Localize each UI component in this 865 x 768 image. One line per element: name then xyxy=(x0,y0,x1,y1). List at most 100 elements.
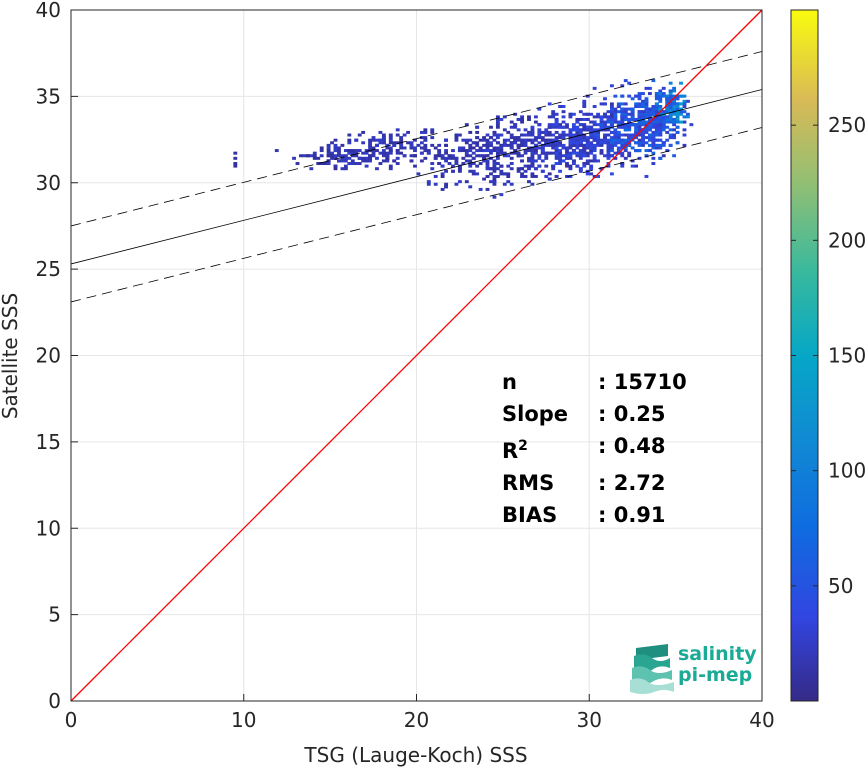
density-cell xyxy=(523,138,528,142)
density-cell xyxy=(571,162,576,166)
density-cell xyxy=(565,174,569,178)
density-cell xyxy=(506,180,511,184)
density-cell xyxy=(444,149,448,153)
density-cell xyxy=(675,102,680,106)
density-cell xyxy=(630,97,635,101)
density-cell xyxy=(585,117,590,121)
density-cell xyxy=(454,136,459,140)
x-tick-label: 40 xyxy=(749,708,774,732)
density-cell xyxy=(558,141,563,145)
density-cell xyxy=(464,154,469,158)
density-cell xyxy=(679,94,683,98)
density-cell xyxy=(647,136,652,140)
density-cell xyxy=(326,146,331,150)
density-cell xyxy=(533,115,538,119)
density-cell xyxy=(502,143,507,147)
density-cell xyxy=(609,130,614,134)
density-cell xyxy=(620,115,625,119)
density-cell xyxy=(606,143,611,147)
density-cell xyxy=(616,130,621,134)
density-cell xyxy=(378,151,383,155)
density-cell xyxy=(589,146,594,150)
density-cell xyxy=(668,110,673,114)
density-cell xyxy=(368,143,372,147)
density-cell xyxy=(440,154,445,158)
density-cell xyxy=(551,143,556,147)
density-cell xyxy=(592,130,597,134)
density-cell xyxy=(492,159,497,163)
density-cell xyxy=(679,107,683,111)
density-cell xyxy=(609,107,614,111)
density-cell xyxy=(551,125,556,129)
density-cell xyxy=(385,146,390,150)
density-cell xyxy=(537,123,542,127)
density-cell xyxy=(627,151,632,155)
density-cell xyxy=(378,162,383,166)
density-cell xyxy=(685,115,690,119)
upper-bound-line xyxy=(70,51,763,227)
density-cell xyxy=(554,143,559,147)
y-tick-label: 5 xyxy=(48,603,61,627)
density-cell xyxy=(592,143,597,147)
density-cell xyxy=(627,81,632,85)
density-cell xyxy=(654,123,659,127)
density-cell xyxy=(537,141,542,145)
density-cell xyxy=(651,110,656,114)
density-cell xyxy=(343,159,348,163)
density-cell xyxy=(330,151,334,155)
density-cell xyxy=(620,164,625,168)
density-cell xyxy=(620,117,625,121)
density-cell xyxy=(444,182,448,186)
density-cell xyxy=(644,99,649,103)
density-cell xyxy=(537,164,542,168)
density-cell xyxy=(423,130,428,134)
density-cell xyxy=(437,154,442,158)
density-cell xyxy=(606,141,611,145)
density-cell xyxy=(661,117,666,121)
density-cell xyxy=(651,141,656,145)
density-cell xyxy=(592,120,597,124)
density-cell xyxy=(499,146,504,150)
density-cell xyxy=(540,151,545,155)
stat-key-superscript: 2 xyxy=(518,438,528,454)
density-cell xyxy=(337,149,341,153)
density-cell xyxy=(551,146,556,150)
density-cell xyxy=(682,110,687,114)
density-cell xyxy=(426,149,431,153)
colorbar-tick-label: 100 xyxy=(828,459,865,483)
density-cell xyxy=(547,123,552,127)
density-cell xyxy=(582,146,587,150)
density-cell xyxy=(578,167,583,171)
density-cell xyxy=(578,130,583,134)
density-cell xyxy=(388,136,393,140)
density-cell xyxy=(658,125,663,129)
density-cell xyxy=(627,136,632,140)
density-cell xyxy=(530,125,535,129)
density-cell xyxy=(354,151,359,155)
density-cell xyxy=(647,123,652,127)
density-cell xyxy=(575,143,580,147)
density-cell xyxy=(478,162,483,166)
density-cell xyxy=(482,136,486,140)
density-cell xyxy=(637,120,642,124)
density-cell xyxy=(634,102,639,106)
density-cell xyxy=(654,143,659,147)
density-cell xyxy=(658,92,663,96)
density-cell xyxy=(347,149,352,153)
density-cell xyxy=(337,146,341,150)
density-cell xyxy=(233,162,238,166)
density-cell xyxy=(385,159,390,163)
density-cell xyxy=(451,149,455,153)
density-cell xyxy=(554,123,559,127)
density-cell xyxy=(554,138,559,142)
density-cell xyxy=(609,149,614,153)
density-cell xyxy=(530,162,535,166)
stat-key: BIAS xyxy=(502,503,558,527)
density-cell xyxy=(530,151,535,155)
density-cell xyxy=(537,128,542,132)
density-cell xyxy=(371,151,376,155)
density-cell xyxy=(637,92,642,96)
density-cell xyxy=(388,146,393,150)
density-cell xyxy=(364,159,369,163)
density-cell xyxy=(489,149,493,153)
